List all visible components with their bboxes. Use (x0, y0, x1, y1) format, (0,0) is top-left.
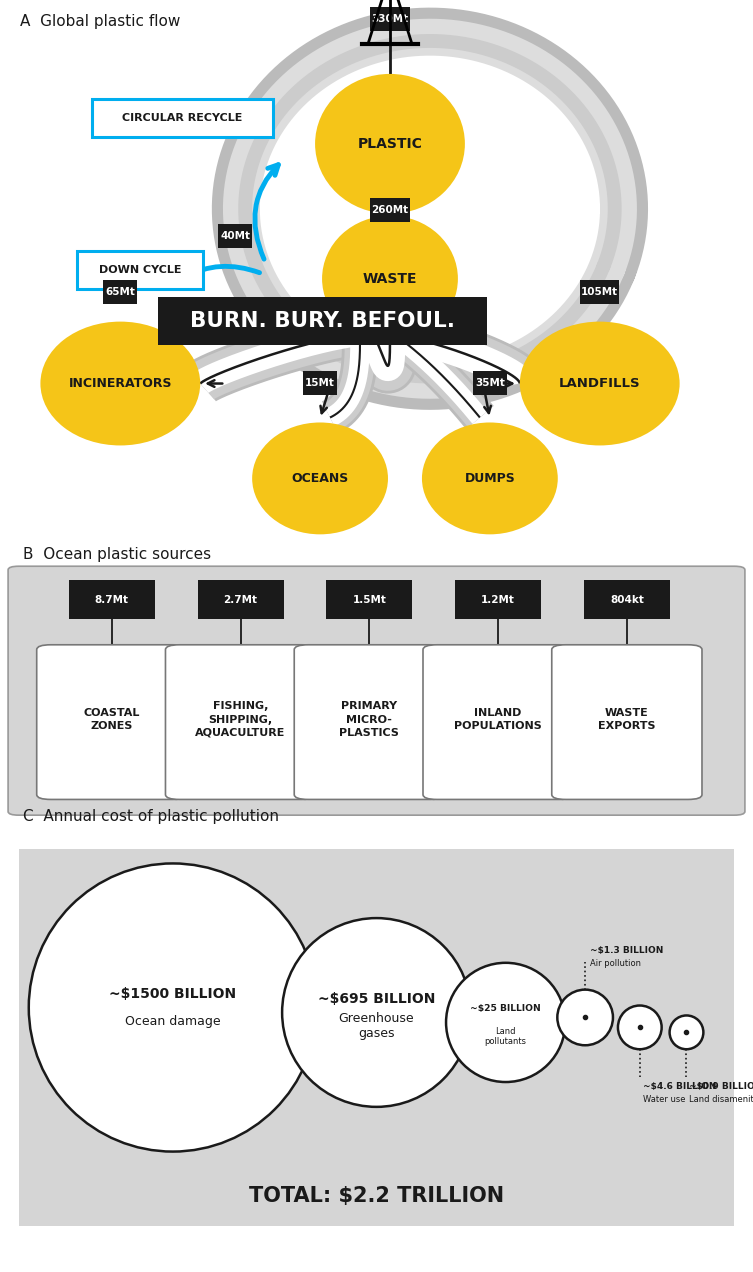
Text: B  Ocean plastic sources: B Ocean plastic sources (23, 547, 211, 562)
Text: COASTAL
ZONES: COASTAL ZONES (84, 709, 140, 731)
Text: PLASTIC: PLASTIC (358, 137, 422, 151)
Text: ~$695 BILLION: ~$695 BILLION (318, 992, 435, 1006)
FancyBboxPatch shape (294, 645, 444, 800)
FancyBboxPatch shape (473, 370, 507, 394)
Text: Land
pollutants: Land pollutants (485, 1027, 526, 1046)
Circle shape (446, 963, 566, 1082)
Ellipse shape (520, 322, 680, 445)
FancyBboxPatch shape (580, 280, 620, 304)
Text: A  Global plastic flow: A Global plastic flow (20, 14, 181, 29)
FancyBboxPatch shape (423, 645, 573, 800)
Text: 330Mt: 330Mt (371, 14, 409, 24)
Text: Greenhouse
gases: Greenhouse gases (339, 1013, 414, 1040)
Circle shape (282, 918, 471, 1107)
Circle shape (618, 1006, 662, 1049)
FancyBboxPatch shape (69, 580, 154, 619)
FancyBboxPatch shape (370, 197, 410, 221)
Ellipse shape (422, 422, 558, 534)
FancyBboxPatch shape (8, 566, 745, 815)
FancyBboxPatch shape (197, 580, 283, 619)
Text: C  Annual cost of plastic pollution: C Annual cost of plastic pollution (23, 809, 279, 824)
FancyBboxPatch shape (78, 251, 203, 289)
FancyBboxPatch shape (552, 645, 702, 800)
Text: Ocean damage: Ocean damage (125, 1015, 221, 1028)
Text: WASTE
EXPORTS: WASTE EXPORTS (598, 709, 656, 731)
Circle shape (557, 990, 613, 1046)
Text: Air pollution: Air pollution (590, 959, 641, 968)
Text: DUMPS: DUMPS (465, 472, 515, 485)
FancyBboxPatch shape (303, 370, 337, 394)
FancyBboxPatch shape (455, 580, 541, 619)
Text: 65Mt: 65Mt (105, 286, 136, 296)
Text: FISHING,
SHIPPING,
AQUACULTURE: FISHING, SHIPPING, AQUACULTURE (195, 701, 286, 738)
FancyBboxPatch shape (14, 843, 739, 1231)
Text: TOTAL: $2.2 TRILLION: TOTAL: $2.2 TRILLION (249, 1187, 504, 1206)
Text: BURN. BURY. BEFOUL.: BURN. BURY. BEFOUL. (190, 310, 455, 331)
Text: INCINERATORS: INCINERATORS (69, 377, 172, 391)
Text: 1.2Mt: 1.2Mt (481, 594, 515, 604)
Text: ~$25 BILLION: ~$25 BILLION (471, 1004, 541, 1013)
FancyBboxPatch shape (326, 580, 413, 619)
Text: ~$1500 BILLION: ~$1500 BILLION (109, 987, 236, 1001)
FancyBboxPatch shape (166, 645, 316, 800)
FancyBboxPatch shape (584, 580, 669, 619)
Text: 35Mt: 35Mt (475, 378, 505, 388)
Text: ~$0.9 BILLION: ~$0.9 BILLION (690, 1082, 753, 1091)
Circle shape (29, 864, 317, 1151)
Text: 8.7Mt: 8.7Mt (95, 594, 129, 604)
Text: 40Mt: 40Mt (220, 230, 250, 240)
Text: ~$4.6 BILLION: ~$4.6 BILLION (643, 1082, 716, 1091)
Text: ~$1.3 BILLION: ~$1.3 BILLION (590, 946, 663, 955)
Text: WASTE: WASTE (363, 272, 417, 286)
Text: DOWN CYCLE: DOWN CYCLE (99, 265, 181, 275)
FancyBboxPatch shape (218, 224, 252, 248)
Text: Water use: Water use (643, 1095, 685, 1104)
Text: CIRCULAR RECYCLE: CIRCULAR RECYCLE (122, 113, 242, 123)
FancyBboxPatch shape (93, 99, 273, 137)
Ellipse shape (315, 74, 465, 214)
Text: 260Mt: 260Mt (371, 205, 409, 215)
Text: 2.7Mt: 2.7Mt (224, 594, 258, 604)
Text: LANDFILLS: LANDFILLS (559, 377, 641, 391)
FancyBboxPatch shape (158, 296, 487, 345)
Text: Land disamenity: Land disamenity (690, 1095, 753, 1104)
FancyBboxPatch shape (370, 6, 410, 31)
Ellipse shape (41, 322, 200, 445)
Ellipse shape (322, 216, 458, 342)
Circle shape (669, 1015, 703, 1049)
Text: PRIMARY
MICRO-
PLASTICS: PRIMARY MICRO- PLASTICS (340, 701, 399, 738)
FancyBboxPatch shape (37, 645, 187, 800)
Ellipse shape (252, 422, 388, 534)
Text: 105Mt: 105Mt (581, 286, 618, 296)
Text: 15Mt: 15Mt (305, 378, 335, 388)
Text: INLAND
POPULATIONS: INLAND POPULATIONS (454, 709, 542, 731)
Text: 1.5Mt: 1.5Mt (352, 594, 386, 604)
FancyBboxPatch shape (103, 280, 137, 304)
Text: OCEANS: OCEANS (291, 472, 349, 485)
Text: 804kt: 804kt (610, 594, 644, 604)
